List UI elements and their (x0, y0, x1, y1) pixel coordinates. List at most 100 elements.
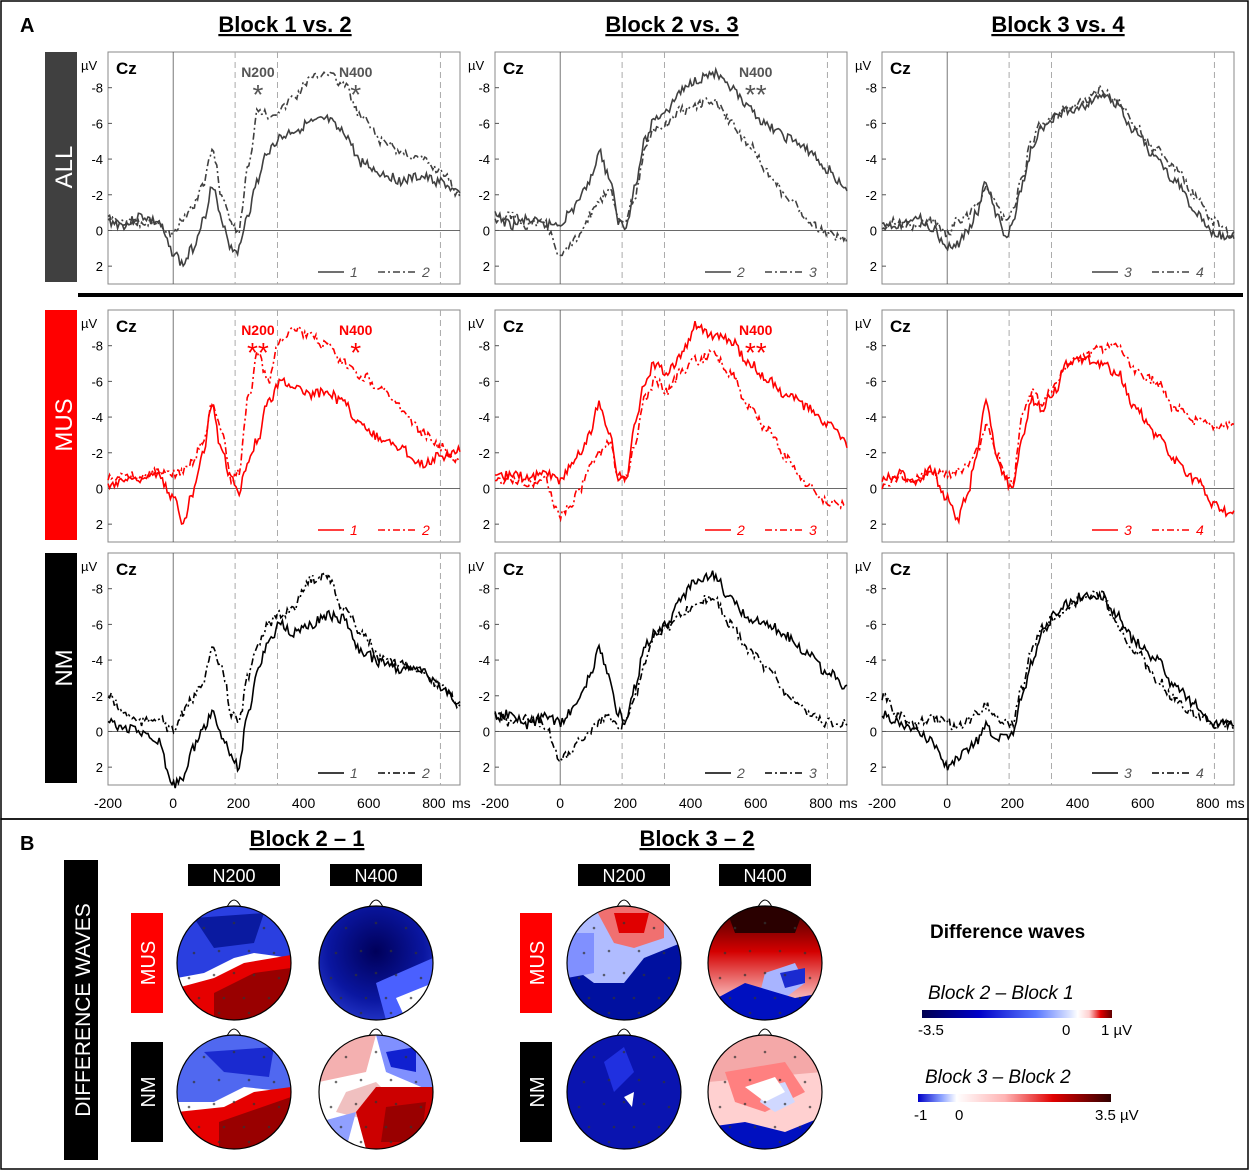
electrode-label: Cz (890, 560, 911, 579)
plot-frame (494, 309, 848, 543)
y-tick-label: 0 (870, 724, 877, 739)
head-outline (707, 1034, 823, 1150)
y-tick-label: 2 (483, 259, 490, 274)
y-tick-label: -8 (91, 81, 103, 96)
y-tick-label: -6 (865, 617, 877, 632)
legend-label: 2 (421, 522, 430, 538)
scale2-colorbar (918, 1094, 1111, 1102)
legend-label: 1 (350, 522, 358, 538)
difference-waves-text: DIFFERENCE WAVES (72, 903, 95, 1117)
x-tick-label: -200 (94, 795, 122, 811)
erp-panel-nm-3: -8 -6 -4 -2 0 2 µV Cz 3 4 (855, 552, 1235, 786)
component-label: N400 (354, 866, 397, 886)
erp-panel-all-2: -8 -6 -4 -2 0 2 µV Cz N400** 2 3 (468, 51, 848, 285)
unit-label: µV (468, 58, 484, 73)
y-tick-label: -2 (91, 689, 103, 704)
x-tick-label: 600 (744, 795, 768, 811)
component-annotation: N400 (339, 322, 373, 338)
significance-stars: * (350, 337, 361, 368)
x-tick-label: 200 (1001, 795, 1025, 811)
topo-b21-mus-n200 (176, 899, 292, 1021)
component-annotation: N400 (739, 322, 773, 338)
erp-line-3 (494, 348, 848, 523)
erp-line-1 (107, 376, 461, 526)
unit-label: µV (468, 316, 484, 331)
unit-label: µV (855, 316, 871, 331)
erp-panel-nm-1: -8 -6 -4 -2 0 2 µV Cz 1 2 (81, 552, 461, 789)
y-tick-label: -8 (865, 339, 877, 354)
y-tick-label: 0 (96, 724, 103, 739)
erp-panel-mus-1: -8 -6 -4 -2 0 2 µV Cz N200** N400* 1 2 (81, 309, 461, 543)
plot-frame (107, 552, 461, 786)
significance-stars: * (350, 79, 361, 110)
component-label: N200 (602, 866, 645, 886)
erp-panel-all-3: -8 -6 -4 -2 0 2 µV Cz 3 4 (855, 51, 1235, 285)
erp-line-4 (881, 81, 1235, 242)
nose-icon (757, 899, 773, 908)
erp-line-2 (494, 570, 848, 730)
electrode-label: Cz (503, 59, 524, 78)
component-header-2-n400: N400 (719, 864, 811, 886)
y-tick-label: -4 (865, 152, 877, 167)
x-tick-label: 800 (1196, 795, 1220, 811)
y-tick-label: 0 (483, 481, 490, 496)
group-title-1: Block 2 – 1 (250, 826, 365, 851)
y-tick-label: -2 (478, 188, 490, 203)
head-outline (318, 1034, 434, 1150)
x-tick-label: 400 (1066, 795, 1090, 811)
column-title-1: Block 1 vs. 2 (218, 12, 351, 37)
row-label-mus: MUS (45, 310, 78, 540)
y-tick-label: -8 (865, 582, 877, 597)
y-tick-label: -6 (478, 374, 490, 389)
x-tick-label: 800 (809, 795, 833, 811)
y-tick-label: -4 (865, 410, 877, 425)
plot-frame (494, 51, 848, 285)
row-label-nm: NM (45, 553, 78, 783)
topo-row-label-mus-2: MUS (520, 913, 552, 1013)
nose-icon (368, 1028, 384, 1037)
row-label-nm-text: NM (51, 649, 78, 686)
y-tick-label: 2 (870, 259, 877, 274)
topo-row-label-text: MUS (527, 941, 549, 985)
y-tick-label: 0 (870, 481, 877, 496)
topographic-maps (176, 899, 823, 1150)
y-tick-label: -4 (865, 653, 877, 668)
topo-row-label-text: NM (138, 1076, 160, 1107)
row-label-all-text: ALL (51, 146, 78, 189)
column-title-3: Block 3 vs. 4 (991, 12, 1125, 37)
component-annotation: N400 (739, 64, 773, 80)
topo-b32-nm-n400 (707, 1028, 823, 1150)
component-header-2-n200: N200 (578, 864, 670, 886)
difference-waves-box (64, 860, 98, 1160)
component-label: N400 (743, 866, 786, 886)
significance-stars: ** (745, 337, 767, 368)
x-tick-label: 0 (169, 795, 177, 811)
y-tick-label: -6 (91, 374, 103, 389)
legend-label: 4 (1196, 765, 1204, 781)
x-tick-label: 400 (292, 795, 316, 811)
plot-frame (107, 309, 461, 543)
y-tick-label: -8 (478, 81, 490, 96)
scale1-title: Block 2 – Block 1 (928, 983, 1074, 1004)
erp-line-3 (881, 590, 1235, 771)
head-outline (176, 1034, 292, 1150)
row-label-all: ALL (45, 52, 78, 282)
component-header-1-n200: N200 (188, 864, 280, 886)
y-tick-label: -6 (865, 374, 877, 389)
unit-label: µV (81, 316, 97, 331)
x-tick-label: -200 (481, 795, 509, 811)
unit-label: µV (81, 559, 97, 574)
scale2-min: -1 (914, 1107, 927, 1124)
topo-row-label-nm-1: NM (131, 1042, 163, 1142)
component-label: N200 (212, 866, 255, 886)
row-label-mus-text: MUS (51, 398, 78, 451)
plot-frame (494, 552, 848, 786)
topo-row-label-nm-2: NM (520, 1042, 552, 1142)
x-axis-ticks: -200 0 200 400 600 800 ms -200 0 200 400 600 800 ms -2… (94, 795, 1245, 811)
y-tick-label: -8 (478, 582, 490, 597)
component-annotation: N200 (241, 64, 275, 80)
significance-stars: ** (745, 79, 767, 110)
x-tick-label: 0 (943, 795, 951, 811)
y-tick-label: -2 (478, 446, 490, 461)
